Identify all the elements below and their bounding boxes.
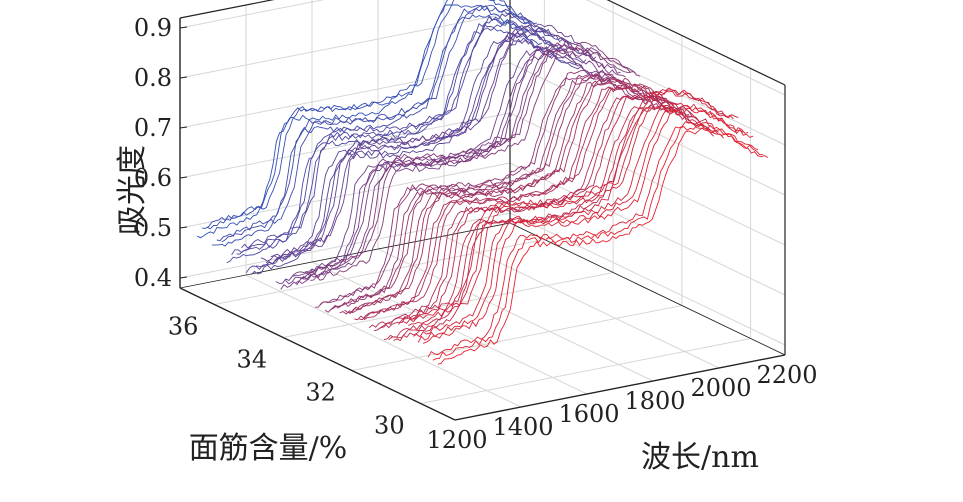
z-tick-label: 0.9 [134,14,172,42]
spectrum-line [231,18,562,256]
floor-gridline [245,274,522,408]
z-tick [179,76,188,79]
spectrum-line [295,49,626,285]
spectrum-line [319,69,651,306]
box-edge [606,0,786,86]
z-tick-label: 0.5 [134,214,172,242]
back-wall-gridline [179,112,511,179]
floor-gridline [214,239,545,305]
spectrum-line [260,25,592,262]
spectrum-line [432,123,763,361]
floor-gridline [351,305,682,371]
spectrum-line [250,38,582,276]
spectrum-line [275,48,607,284]
z-tick [179,176,188,179]
side-wall-gridline [509,62,786,196]
z-axis-title: 吸光度 [115,145,150,235]
z-tick [179,226,188,229]
spectrum-line [280,53,611,290]
spectrum-line [359,83,690,321]
x-tick-label: 1600 [558,400,619,428]
spectrum-line [206,0,538,230]
back-wall-gridline [179,0,325,29]
series-layer [197,0,769,365]
back-wall-gridline [179,62,511,129]
spectrum-line [236,21,567,255]
spectrum-line [270,23,602,259]
x-tick-label: 2200 [756,361,817,389]
z-tick-label: 0.4 [134,264,172,292]
spectrum-line [290,42,621,279]
spectrum-line [197,4,528,239]
side-wall-gridline [585,0,786,96]
spectrum-line [408,90,739,326]
spectrum-line [403,89,734,324]
spectrum-line [300,43,631,280]
box-edge [179,0,275,19]
side-wall-gridline [509,112,786,246]
spectrum-line [422,107,754,344]
x-tick-label: 2000 [690,374,751,402]
side-wall-gridline [509,212,786,346]
x-tick-label: 1800 [624,387,685,415]
y-tick-label: 36 [168,313,199,341]
z-tick-label: 0.7 [134,114,172,142]
tick-layer: 0.4 0.5 0.6 0.7 0.8 0.9 1200 1400 1600 1800 2000 22… [134,14,818,454]
box-edge [509,222,786,356]
spectrum-line [413,102,744,338]
z-tick [179,26,188,29]
spectrum-line [349,76,680,315]
spectrum-line [265,29,597,265]
side-wall-gridline [509,12,786,146]
back-wall-gridline [179,212,511,279]
spectrum-line [417,104,749,343]
spectrum-line [211,14,543,247]
spectrum-line [256,31,587,267]
spectrum-line [437,127,769,365]
spectrum-line [216,4,547,242]
z-tick-label: 0.8 [134,64,172,92]
x-tick-label: 1400 [492,413,553,441]
y-tick-label: 30 [374,412,405,440]
back-wall-gridline [179,12,511,79]
spectrum-line [221,5,552,243]
spectrum-line [304,39,636,276]
z-tick [179,276,188,279]
spectrum-line [310,46,641,281]
spectrum-line [427,121,759,358]
spectrum-line [241,13,572,249]
floor-gridline [377,248,654,382]
y-axis-line [179,287,456,421]
spectrum-line [363,83,695,321]
x-axis-title: 波长/nm [641,440,759,475]
y-tick-label: 32 [305,379,336,407]
floor-gridline [443,235,720,369]
box-edge [179,222,511,289]
y-tick-label: 34 [237,346,268,374]
spectrum-line [334,72,665,309]
floor-gridline [420,338,751,404]
z-tick-label: 0.6 [134,164,172,192]
axes-box [179,0,786,421]
x-tick-label: 1200 [426,426,487,454]
spectrum-line [329,73,661,311]
y-axis-title: 面筋含量/% [189,431,348,466]
side-wall-gridline [509,162,786,296]
x-axis-line [454,354,786,421]
z-tick [179,126,188,129]
